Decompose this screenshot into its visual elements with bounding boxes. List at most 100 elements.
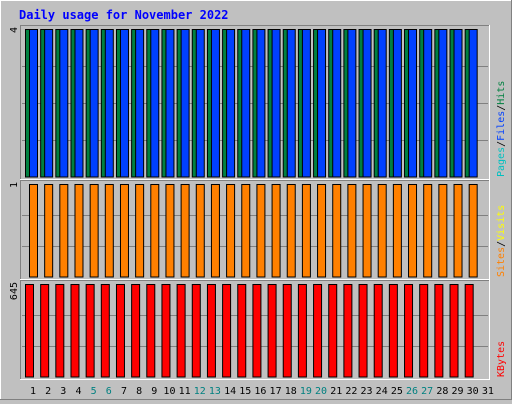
bar-files-day-20 — [317, 29, 327, 178]
bar-sites-day-29 — [453, 184, 463, 278]
bar-files-day-4 — [74, 29, 84, 178]
bar-sites-day-3 — [59, 184, 69, 278]
bar-files-day-21 — [332, 29, 342, 178]
x-tick-label-day-7: 7 — [121, 386, 127, 397]
x-tick-label-day-9: 9 — [151, 386, 157, 397]
bar-sites-day-23 — [362, 184, 372, 278]
bar-sites-day-16 — [256, 184, 266, 278]
bar-files-day-14 — [226, 29, 236, 178]
x-tick-label-day-24: 24 — [376, 386, 388, 397]
x-tick-label-day-12: 12 — [194, 386, 206, 397]
x-tick-label-day-3: 3 — [60, 386, 66, 397]
bar-files-day-15 — [241, 29, 251, 178]
bar-sites-day-14 — [226, 184, 236, 278]
bar-files-day-7 — [119, 29, 129, 178]
bar-sites-day-24 — [377, 184, 387, 278]
bar-files-day-3 — [59, 29, 69, 178]
bar-kbytes-day-9 — [146, 284, 156, 378]
x-tick-label-day-1: 1 — [30, 386, 36, 397]
bar-files-day-12 — [195, 29, 205, 178]
x-tick-label-day-13: 13 — [209, 386, 221, 397]
chart-title: Daily usage for November 2022 — [19, 8, 229, 22]
bar-kbytes-day-15 — [237, 284, 247, 378]
x-tick-label-day-4: 4 — [75, 386, 81, 397]
legend-hits: Hits — [496, 81, 507, 105]
bar-sites-day-17 — [271, 184, 281, 278]
legend-separator: / — [496, 105, 507, 111]
bar-files-day-26 — [408, 29, 418, 178]
x-tick-label-day-26: 26 — [406, 386, 418, 397]
x-tick-label-day-30: 30 — [467, 386, 479, 397]
bar-files-day-6 — [104, 29, 114, 178]
x-tick-label-day-6: 6 — [106, 386, 112, 397]
x-tick-label-day-8: 8 — [136, 386, 142, 397]
x-tick-label-day-14: 14 — [224, 386, 236, 397]
bar-kbytes-day-8 — [131, 284, 141, 378]
bar-kbytes-day-13 — [206, 284, 216, 378]
y-axis-max-label-panel-3: 645 — [9, 282, 20, 300]
x-tick-label-day-27: 27 — [421, 386, 433, 397]
bar-files-day-5 — [89, 29, 99, 178]
x-tick-label-day-18: 18 — [285, 386, 297, 397]
bar-kbytes-day-23 — [358, 284, 368, 378]
x-tick-label-day-22: 22 — [345, 386, 357, 397]
x-tick-label-day-16: 16 — [254, 386, 266, 397]
bar-sites-day-2 — [44, 184, 54, 278]
bar-files-day-29 — [453, 29, 463, 178]
bar-sites-day-8 — [135, 184, 145, 278]
bar-sites-day-19 — [301, 184, 311, 278]
bar-sites-day-27 — [423, 184, 433, 278]
y-axis-max-label-panel-2: 1 — [9, 182, 20, 188]
bar-sites-day-20 — [317, 184, 327, 278]
bar-files-day-2 — [44, 29, 54, 178]
bar-kbytes-day-21 — [328, 284, 338, 378]
legend-kbytes: KBytes — [496, 341, 507, 377]
bar-files-day-24 — [377, 29, 387, 178]
bar-kbytes-day-2 — [40, 284, 50, 378]
bar-sites-day-12 — [195, 184, 205, 278]
bar-kbytes-day-16 — [252, 284, 262, 378]
bar-kbytes-day-26 — [404, 284, 414, 378]
bar-files-day-13 — [210, 29, 220, 178]
bar-files-day-10 — [165, 29, 175, 178]
bar-kbytes-day-17 — [267, 284, 277, 378]
bar-sites-day-21 — [332, 184, 342, 278]
x-tick-label-day-15: 15 — [239, 386, 251, 397]
chart-panel-2: 1 Sites/Visits — [9, 180, 507, 280]
bar-files-day-11 — [180, 29, 190, 178]
bar-files-day-16 — [256, 29, 266, 178]
bar-sites-day-4 — [74, 184, 84, 278]
bar-kbytes-day-3 — [55, 284, 65, 378]
bar-files-day-17 — [271, 29, 281, 178]
x-tick-label-day-10: 10 — [163, 386, 175, 397]
x-tick-label-day-31: 31 — [482, 386, 494, 397]
bar-kbytes-day-29 — [449, 284, 459, 378]
bar-files-day-8 — [135, 29, 145, 178]
bar-kbytes-day-22 — [343, 284, 353, 378]
x-tick-label-day-23: 23 — [361, 386, 373, 397]
bar-sites-day-7 — [119, 184, 129, 278]
x-tick-label-day-5: 5 — [91, 386, 97, 397]
bar-files-day-25 — [392, 29, 402, 178]
bar-files-day-27 — [423, 29, 433, 178]
bar-kbytes-day-7 — [115, 284, 125, 378]
bar-kbytes-day-30 — [464, 284, 474, 378]
bar-files-day-30 — [468, 29, 478, 178]
bar-kbytes-day-6 — [100, 284, 110, 378]
bar-kbytes-day-19 — [297, 284, 307, 378]
bar-kbytes-day-28 — [434, 284, 444, 378]
bar-kbytes-day-25 — [388, 284, 398, 378]
bar-sites-day-26 — [408, 184, 418, 278]
bar-kbytes-day-11 — [176, 284, 186, 378]
bar-files-day-1 — [29, 29, 38, 178]
x-tick-label-day-20: 20 — [315, 386, 327, 397]
bar-sites-day-13 — [210, 184, 220, 278]
bar-kbytes-day-12 — [191, 284, 201, 378]
legend-separator: / — [496, 241, 507, 247]
bar-sites-day-1 — [29, 184, 38, 278]
bar-kbytes-day-4 — [70, 284, 80, 378]
legend-separator: / — [496, 141, 507, 147]
